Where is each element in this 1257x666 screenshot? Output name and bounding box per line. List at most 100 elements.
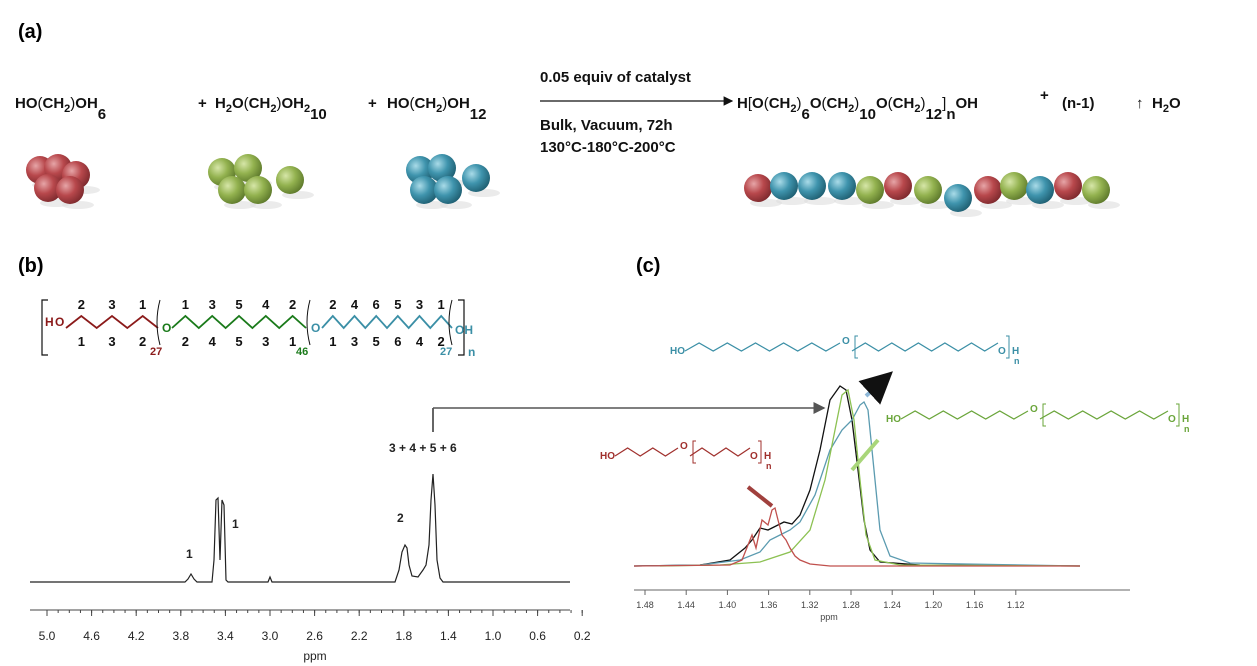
sphere [1026, 176, 1054, 204]
atom-number: 1 [139, 297, 146, 312]
atom-number: 1 [182, 297, 189, 312]
atom: HO [670, 346, 685, 357]
repeat: 27 [440, 346, 452, 358]
bond-chain [615, 448, 678, 456]
atom-number: 3 [209, 297, 216, 312]
sphere [276, 166, 304, 194]
atom-number: 1 [329, 334, 336, 349]
repeat: n [1184, 424, 1190, 434]
tick-label: 1.20 [925, 600, 943, 610]
formula-part: 6 [98, 106, 106, 123]
atom: HO [886, 414, 901, 425]
atom-number: 2 [182, 334, 189, 349]
condition: 0.05 equiv of catalyst [540, 69, 691, 86]
peak-label: 1 [232, 517, 239, 531]
atom: O [998, 346, 1006, 357]
repeat: n [468, 345, 475, 359]
formula-part: CH [415, 95, 437, 112]
sphere [462, 164, 490, 192]
tick-label: 4.6 [83, 629, 100, 643]
atom-number: 3 [416, 297, 423, 312]
sphere [770, 172, 798, 200]
content: 23113213542245312465311356425.04.64.23.8… [26, 154, 1190, 643]
atom: O [55, 315, 64, 329]
formula-part: OH [75, 95, 98, 112]
axis-label: ppm [820, 612, 838, 622]
figure: 23113213542245312465311356425.04.64.23.8… [0, 0, 1257, 666]
assign-arrow [866, 374, 890, 396]
formula-part: CH [43, 95, 65, 112]
bracket [1043, 404, 1179, 426]
tick-label: 3.0 [262, 629, 279, 643]
sphere [434, 176, 462, 204]
formula-part: O [232, 95, 244, 112]
condition: Bulk, Vacuum, 72h [540, 117, 673, 134]
tick-label: 1.44 [677, 600, 695, 610]
tick-label: 2.6 [306, 629, 323, 643]
formula: H2O [1152, 95, 1181, 115]
formula-part: H [215, 95, 226, 112]
atom-number: 4 [209, 334, 217, 349]
sphere [828, 172, 856, 200]
atom-number: 2 [139, 334, 146, 349]
tick-label: 1.36 [760, 600, 778, 610]
formula-part: H [1152, 95, 1163, 112]
repeat: 46 [296, 346, 308, 358]
tick-label: 4.2 [128, 629, 145, 643]
tick-label: 1.16 [966, 600, 984, 610]
bracket [855, 336, 1009, 358]
formula-part: OH [281, 95, 304, 112]
panel-label: (a) [18, 21, 42, 43]
sphere [914, 176, 942, 204]
formula: HO(CH2)OH6 [15, 95, 106, 123]
atom-number: 3 [351, 334, 358, 349]
atom: HO [600, 451, 615, 462]
tick-label: 3.4 [217, 629, 234, 643]
sphere [856, 176, 884, 204]
repeat: n [766, 461, 772, 471]
atom-number: 2 [329, 297, 336, 312]
bond-chain [901, 411, 1028, 419]
atom: O [750, 451, 758, 462]
atom-number: 5 [394, 297, 401, 312]
sphere [884, 172, 912, 200]
plus: + [198, 95, 207, 112]
tick-label: 1.40 [719, 600, 737, 610]
tick-label: 0.6 [529, 629, 546, 643]
bond-chain [1040, 411, 1168, 419]
formula-part: 12 [925, 106, 942, 123]
bracket [157, 300, 452, 345]
bond-chain [322, 316, 452, 328]
atom-number: 5 [235, 297, 242, 312]
tick-label: 5.0 [39, 629, 56, 643]
atom-number: 2 [78, 297, 85, 312]
plus: + [368, 95, 377, 112]
formula-part: n [946, 106, 955, 123]
condition: 130°C-180°C-200°C [540, 139, 676, 156]
atom-number: 1 [438, 297, 445, 312]
bond-chain [66, 316, 158, 328]
atom: O [1030, 404, 1038, 415]
formula-part: CH [769, 95, 791, 112]
tick-label: 1.8 [395, 629, 412, 643]
bond-chain [852, 343, 998, 351]
atom-number: 1 [78, 334, 85, 349]
spectrum-line [634, 508, 1080, 566]
peak-label: 2 [397, 511, 404, 525]
sphere [1082, 176, 1110, 204]
spectrum-line [634, 402, 1080, 566]
sphere [944, 184, 972, 212]
atom-number: 6 [394, 334, 401, 349]
atom-number: 5 [373, 334, 380, 349]
sphere [410, 176, 438, 204]
tick-label: 1.24 [883, 600, 901, 610]
atom-number: 4 [262, 297, 270, 312]
repeat: n [1014, 356, 1020, 366]
axis-label: ppm [303, 649, 326, 663]
bond-chain [172, 316, 306, 328]
atom-number: 3 [108, 297, 115, 312]
tick-label: 1.12 [1007, 600, 1025, 610]
formula-part: HO [15, 95, 38, 112]
formula-part: 6 [801, 106, 809, 123]
formula-part: 12 [470, 106, 487, 123]
